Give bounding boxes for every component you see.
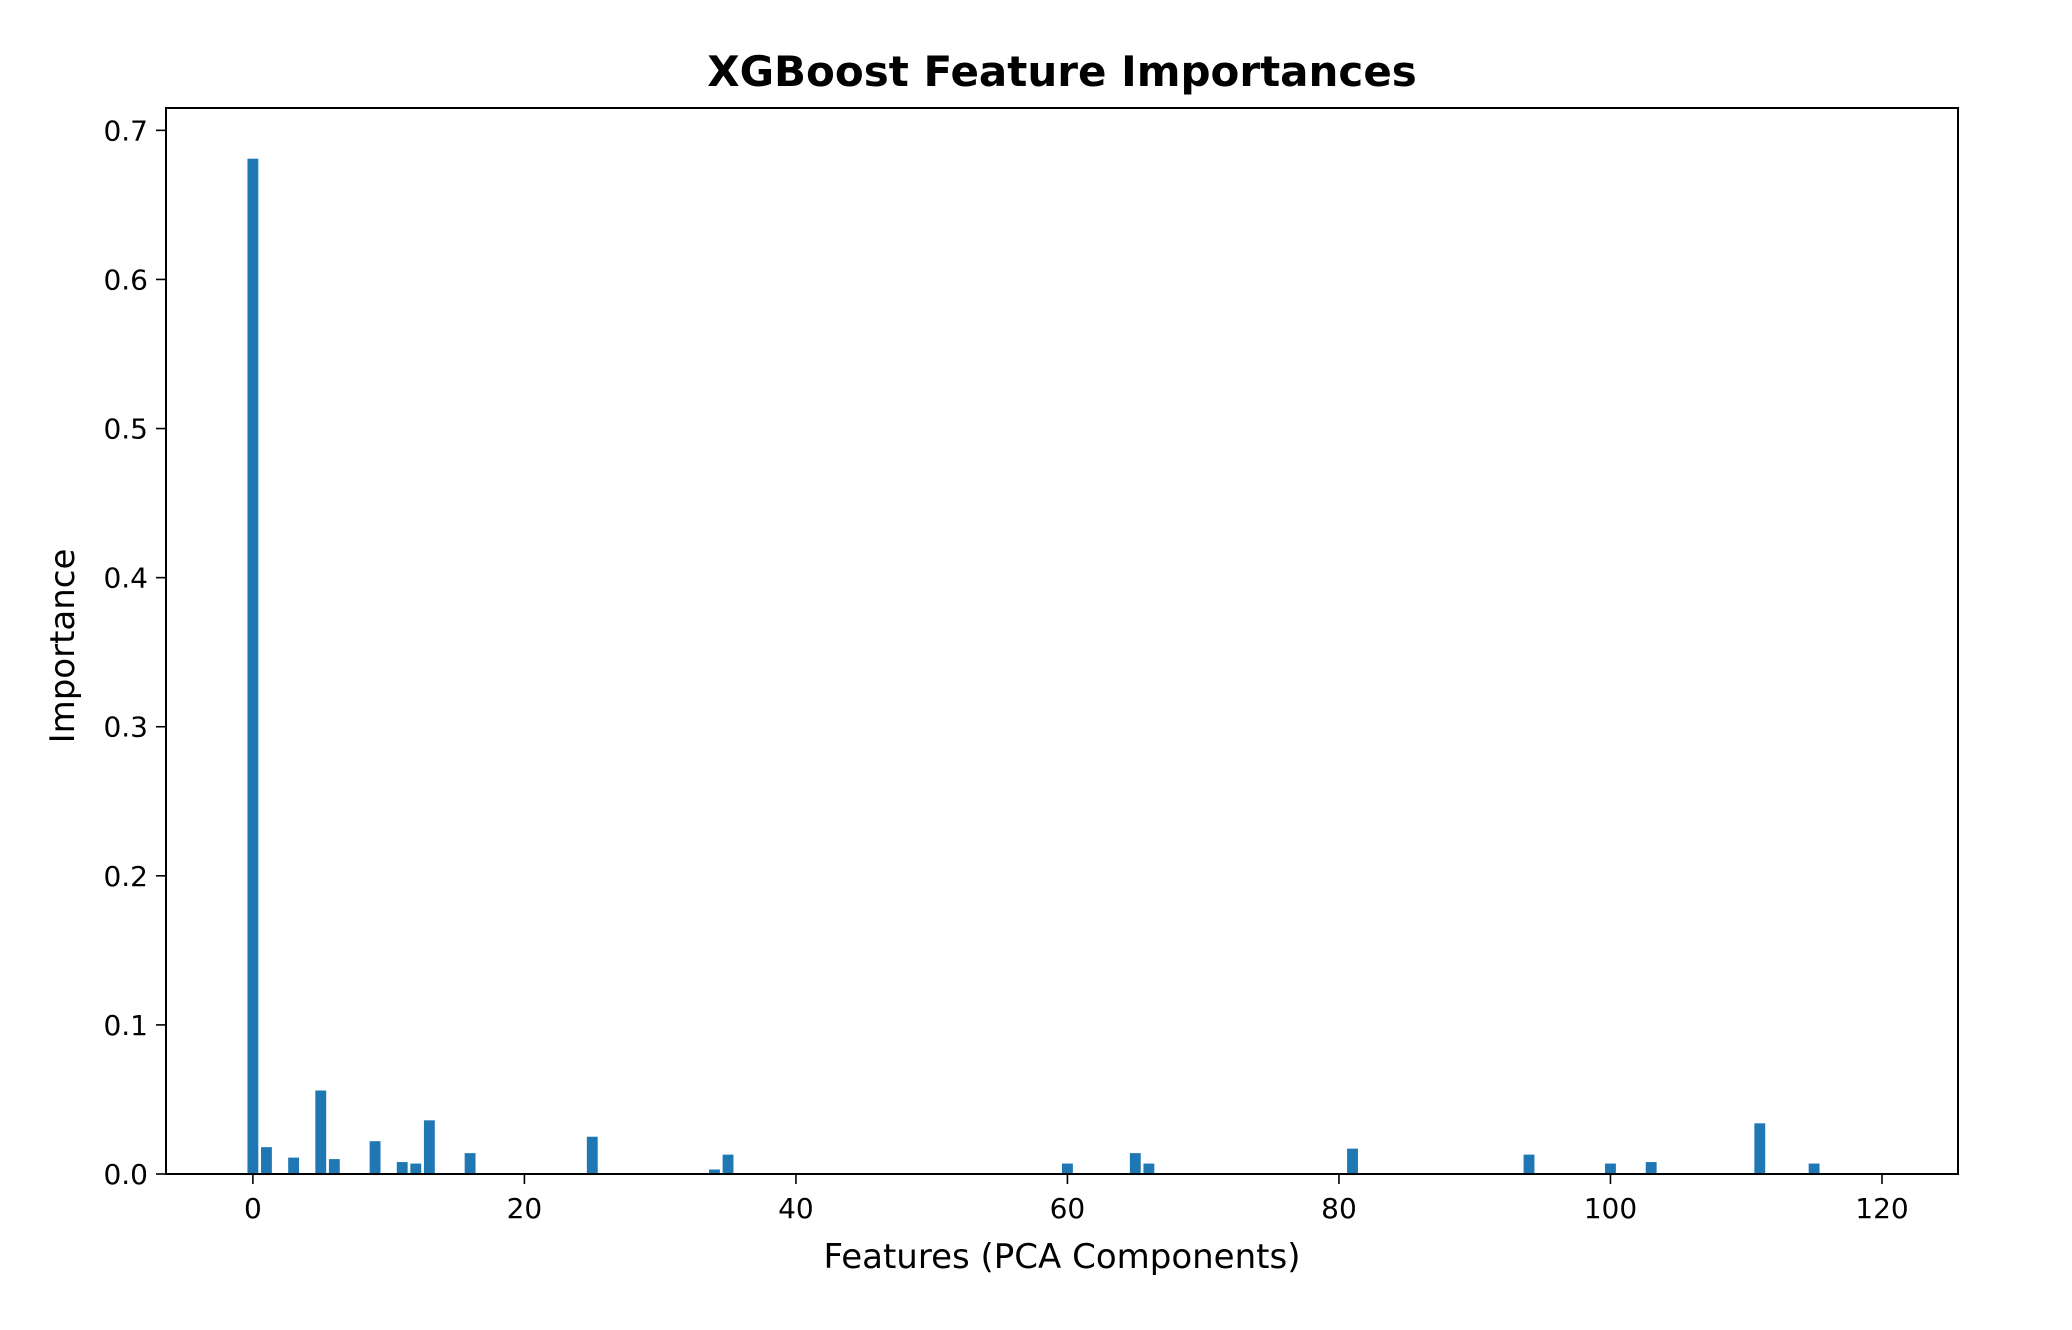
x-tick-label: 80 [1321,1192,1357,1225]
y-tick-label: 0.3 [103,711,148,744]
y-tick-label: 0.0 [103,1158,148,1191]
bar-feature-11 [396,1162,408,1174]
bar-feature-6 [328,1159,340,1174]
bars-layer [247,158,1820,1174]
x-axis-label: Features (PCA Components) [824,1237,1301,1277]
x-tick-label: 0 [244,1192,262,1225]
bar-feature-94 [1523,1154,1535,1174]
y-axis-label: Importance [43,549,83,744]
bar-feature-60 [1062,1163,1073,1174]
bar-feature-103 [1645,1162,1657,1174]
bar-feature-65 [1129,1153,1141,1174]
plot-frame [165,107,1959,1175]
x-tick-label: 120 [1855,1192,1908,1225]
bar-feature-16 [464,1153,476,1174]
y-tick-label: 0.6 [103,263,148,296]
y-axis-ticks: 0.0 0.1 0.2 0.3 0.4 0.5 0.6 0.7 [103,114,166,1191]
x-tick-label: 60 [1050,1192,1086,1225]
bar-feature-66 [1143,1163,1155,1174]
x-tick-label: 40 [778,1192,814,1225]
bar-feature-111 [1754,1123,1766,1174]
bar-feature-3 [288,1157,300,1174]
bar-feature-100 [1605,1163,1616,1174]
bar-feature-9 [369,1141,381,1174]
y-tick-label: 0.4 [103,562,148,595]
x-tick-label: 100 [1584,1192,1637,1225]
bar-feature-35 [722,1154,734,1174]
bar-feature-5 [315,1090,327,1174]
bar-feature-1 [261,1147,272,1174]
chart-title: XGBoost Feature Importances [707,47,1417,96]
y-tick-label: 0.2 [103,860,148,893]
y-tick-label: 0.5 [103,413,148,446]
x-axis-ticks: 0 20 40 60 80 100 120 [244,1174,1909,1225]
x-tick-label: 20 [507,1192,543,1225]
y-tick-label: 0.7 [103,114,148,147]
y-tick-label: 0.1 [103,1009,148,1042]
bar-feature-115 [1808,1163,1820,1174]
bar-feature-0 [247,158,259,1174]
bar-feature-12 [410,1163,422,1174]
bar-feature-81 [1347,1148,1358,1174]
bar-feature-34 [709,1169,720,1174]
bar-feature-25 [586,1136,598,1174]
bar-feature-13 [423,1120,435,1174]
